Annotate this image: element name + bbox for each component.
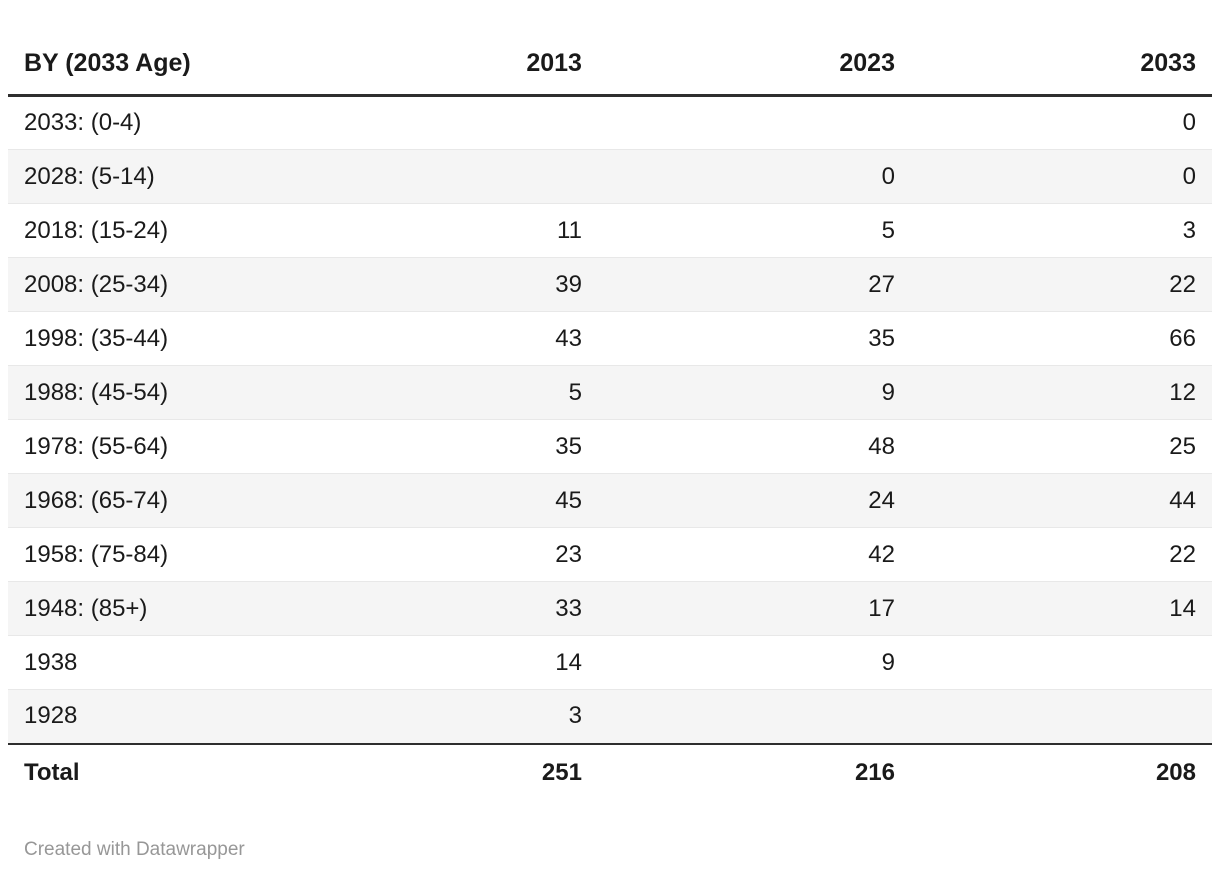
- table-row: 2033: (0-4) 0: [8, 95, 1212, 150]
- value-cell-2023: 17: [597, 581, 911, 636]
- row-label-cell: 1928: [8, 689, 291, 744]
- value-cell-2013: 5: [290, 365, 598, 420]
- value-cell-2023: [597, 95, 911, 150]
- value-cell-2013: 33: [290, 581, 598, 636]
- column-header-2033: 2033: [910, 38, 1212, 97]
- value-cell-2033: 44: [910, 473, 1212, 528]
- table-row: 1998: (35-44) 43 35 66: [8, 311, 1212, 366]
- value-cell-2013: 3: [290, 689, 598, 744]
- table-row: 1928 3: [8, 689, 1212, 744]
- value-cell-2033: 0: [910, 95, 1212, 150]
- table-row: 1988: (45-54) 5 9 12: [8, 365, 1212, 420]
- cohort-data-table: BY (2033 Age) 2013 2023 2033 2033: (0-4)…: [8, 38, 1212, 801]
- value-cell-2013: 14: [290, 635, 598, 690]
- value-cell-2023: 0: [597, 149, 911, 204]
- total-value-2033: 208: [910, 742, 1212, 801]
- value-cell-2023: 9: [597, 365, 911, 420]
- value-cell-2023: 35: [597, 311, 911, 366]
- table-body: 2033: (0-4) 0 2028: (5-14) 0 0 2018: (15…: [8, 95, 1212, 744]
- value-cell-2033: 25: [910, 419, 1212, 474]
- value-cell-2023: 48: [597, 419, 911, 474]
- table-header: BY (2033 Age) 2013 2023 2033: [8, 38, 1212, 97]
- total-label-cell: Total: [8, 742, 291, 801]
- value-cell-2033: 3: [910, 203, 1212, 258]
- row-label-cell: 1958: (75-84): [8, 527, 291, 582]
- value-cell-2023: 24: [597, 473, 911, 528]
- row-label-cell: 1968: (65-74): [8, 473, 291, 528]
- value-cell-2023: [597, 689, 911, 744]
- value-cell-2023: 5: [597, 203, 911, 258]
- value-cell-2013: 35: [290, 419, 598, 474]
- total-value-2023: 216: [597, 742, 911, 801]
- total-value-2013: 251: [290, 742, 598, 801]
- value-cell-2033: 22: [910, 527, 1212, 582]
- table-row: 2028: (5-14) 0 0: [8, 149, 1212, 204]
- table-row: 1978: (55-64) 35 48 25: [8, 419, 1212, 474]
- value-cell-2033: 0: [910, 149, 1212, 204]
- value-cell-2023: 42: [597, 527, 911, 582]
- value-cell-2033: [910, 635, 1212, 690]
- table-row: 1938 14 9: [8, 635, 1212, 690]
- table-row: 1958: (75-84) 23 42 22: [8, 527, 1212, 582]
- value-cell-2033: 22: [910, 257, 1212, 312]
- column-header-2023: 2023: [597, 38, 911, 97]
- value-cell-2013: 23: [290, 527, 598, 582]
- value-cell-2033: 14: [910, 581, 1212, 636]
- column-header-2013: 2013: [290, 38, 598, 97]
- row-label-cell: 1948: (85+): [8, 581, 291, 636]
- header-row: BY (2033 Age) 2013 2023 2033: [8, 38, 1212, 97]
- row-label-cell: 2008: (25-34): [8, 257, 291, 312]
- datawrapper-attribution-link[interactable]: Created with Datawrapper: [24, 838, 245, 860]
- value-cell-2013: 43: [290, 311, 598, 366]
- value-cell-2013: [290, 95, 598, 150]
- row-label-cell: 1978: (55-64): [8, 419, 291, 474]
- value-cell-2023: 9: [597, 635, 911, 690]
- value-cell-2033: [910, 689, 1212, 744]
- table-row: 1968: (65-74) 45 24 44: [8, 473, 1212, 528]
- value-cell-2013: 11: [290, 203, 598, 258]
- total-row: Total 251 216 208: [8, 742, 1212, 801]
- value-cell-2013: 39: [290, 257, 598, 312]
- value-cell-2013: [290, 149, 598, 204]
- table-row: 2018: (15-24) 11 5 3: [8, 203, 1212, 258]
- value-cell-2033: 66: [910, 311, 1212, 366]
- row-label-cell: 2018: (15-24): [8, 203, 291, 258]
- row-label-cell: 1938: [8, 635, 291, 690]
- column-header-by-age: BY (2033 Age): [8, 38, 291, 97]
- table-row: 1948: (85+) 33 17 14: [8, 581, 1212, 636]
- row-label-cell: 2028: (5-14): [8, 149, 291, 204]
- row-label-cell: 1988: (45-54): [8, 365, 291, 420]
- row-label-cell: 1998: (35-44): [8, 311, 291, 366]
- value-cell-2023: 27: [597, 257, 911, 312]
- attribution-text: Created with Datawrapper: [24, 839, 1212, 861]
- value-cell-2013: 45: [290, 473, 598, 528]
- table-footer: Total 251 216 208: [8, 742, 1212, 801]
- value-cell-2033: 12: [910, 365, 1212, 420]
- table-row: 2008: (25-34) 39 27 22: [8, 257, 1212, 312]
- row-label-cell: 2033: (0-4): [8, 95, 291, 150]
